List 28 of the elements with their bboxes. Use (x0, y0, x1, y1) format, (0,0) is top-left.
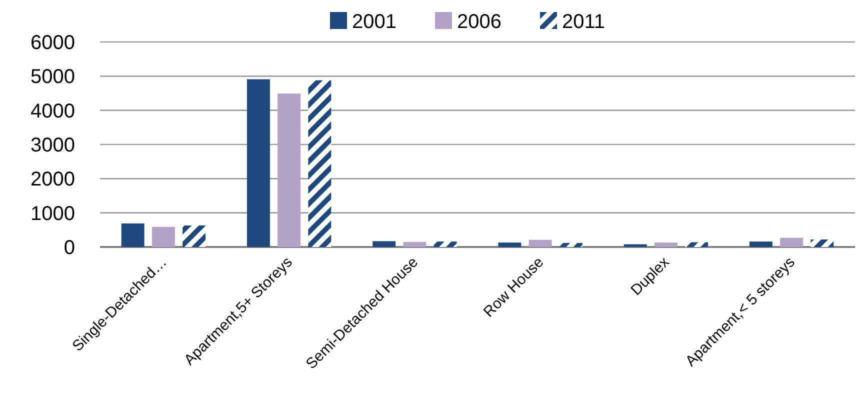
bar (434, 242, 457, 247)
y-tick-label: 0 (64, 237, 75, 259)
bar (749, 242, 772, 247)
legend-label: 2001 (352, 11, 396, 33)
bar (685, 242, 708, 247)
bar (152, 226, 175, 247)
bar (403, 242, 426, 247)
bar (654, 242, 678, 247)
bar (780, 238, 804, 247)
bar (121, 223, 144, 247)
bar (498, 242, 522, 247)
y-tick-label: 3000 (30, 134, 75, 156)
bar (182, 225, 206, 247)
y-tick-label: 4000 (30, 100, 75, 122)
y-tick-label: 5000 (30, 66, 75, 88)
bar (278, 94, 301, 247)
bar (528, 240, 552, 247)
bar (246, 79, 270, 247)
y-tick-label: 6000 (30, 32, 75, 54)
bar (372, 241, 396, 247)
bar (308, 80, 332, 247)
y-tick-label: 1000 (30, 202, 75, 225)
bar (810, 239, 834, 247)
bar (559, 242, 582, 247)
bar (624, 244, 647, 247)
legend-label: 2006 (457, 11, 502, 33)
y-tick-label: 2000 (30, 168, 75, 191)
legend-label: 2011 (562, 11, 606, 33)
